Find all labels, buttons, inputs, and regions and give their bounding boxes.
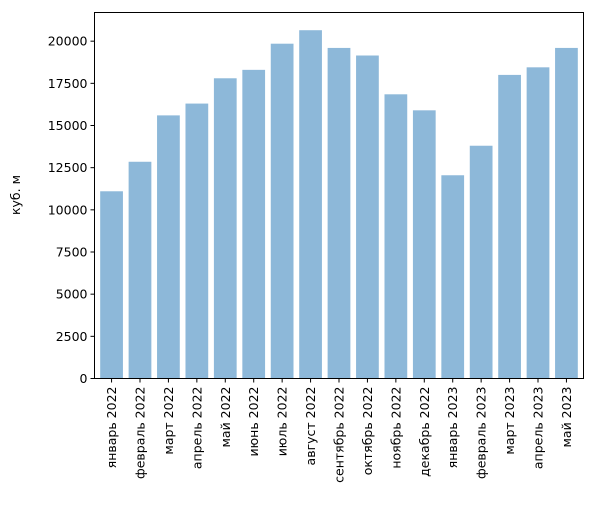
- x-tick-label: февраль 2023: [474, 386, 489, 478]
- y-tick-label: 17500: [48, 76, 88, 91]
- bar-9: [327, 47, 351, 379]
- bar-1: [100, 191, 123, 379]
- x-tick-label: март 2023: [502, 387, 517, 455]
- bar-12: [412, 110, 436, 379]
- y-tick-label: 5000: [56, 287, 88, 302]
- y-axis: 0 2500 5000 7500 10000 12500 15000 17500 20000: [48, 34, 95, 386]
- x-tick-label: март 2022: [161, 387, 176, 455]
- y-tick-label: 10000: [48, 202, 88, 217]
- y-tick-label: 15000: [48, 118, 88, 133]
- x-tick-label: июнь 2022: [246, 387, 261, 457]
- bar-8: [299, 30, 322, 379]
- y-tick-label: 0: [80, 371, 88, 386]
- bar-17: [555, 47, 578, 379]
- x-tick-label: октябрь 2022: [360, 387, 375, 476]
- y-tick-label: 12500: [48, 160, 88, 175]
- bar-14: [469, 145, 493, 379]
- x-axis: январь 2022 февраль 2022 март 2022 апрель 2…: [104, 378, 574, 483]
- bar-13: [441, 175, 465, 379]
- y-tick-label: 7500: [56, 245, 88, 260]
- bar-2: [128, 161, 152, 379]
- x-tick-label: апрель 2023: [531, 387, 546, 470]
- x-tick-label: ноябрь 2022: [388, 387, 403, 469]
- bar-11: [384, 94, 408, 379]
- bars-group: [100, 30, 578, 379]
- x-tick-label: январь 2023: [445, 387, 460, 469]
- bar-3: [157, 115, 180, 379]
- y-axis-label: куб. м: [8, 175, 23, 215]
- x-tick-label: февраль 2022: [132, 387, 147, 479]
- x-tick-label: январь 2022: [104, 387, 119, 469]
- bar-6: [242, 69, 266, 379]
- x-tick-label: май 2022: [218, 387, 233, 448]
- y-tick-label: 2500: [56, 329, 88, 344]
- bar-7: [270, 43, 294, 379]
- bar-10: [356, 55, 379, 379]
- y-tick-label: 20000: [48, 34, 88, 49]
- x-tick-label: апрель 2022: [189, 387, 204, 470]
- bar-16: [526, 67, 550, 379]
- x-tick-label: май 2023: [559, 387, 574, 448]
- x-tick-label: август 2022: [303, 387, 318, 466]
- x-tick-label: декабрь 2022: [417, 387, 432, 477]
- bar-4: [185, 103, 209, 379]
- bar-5: [213, 78, 237, 379]
- x-tick-label: июль 2022: [275, 387, 290, 457]
- x-tick-label: сентябрь 2022: [332, 387, 347, 483]
- bar-15: [498, 74, 521, 379]
